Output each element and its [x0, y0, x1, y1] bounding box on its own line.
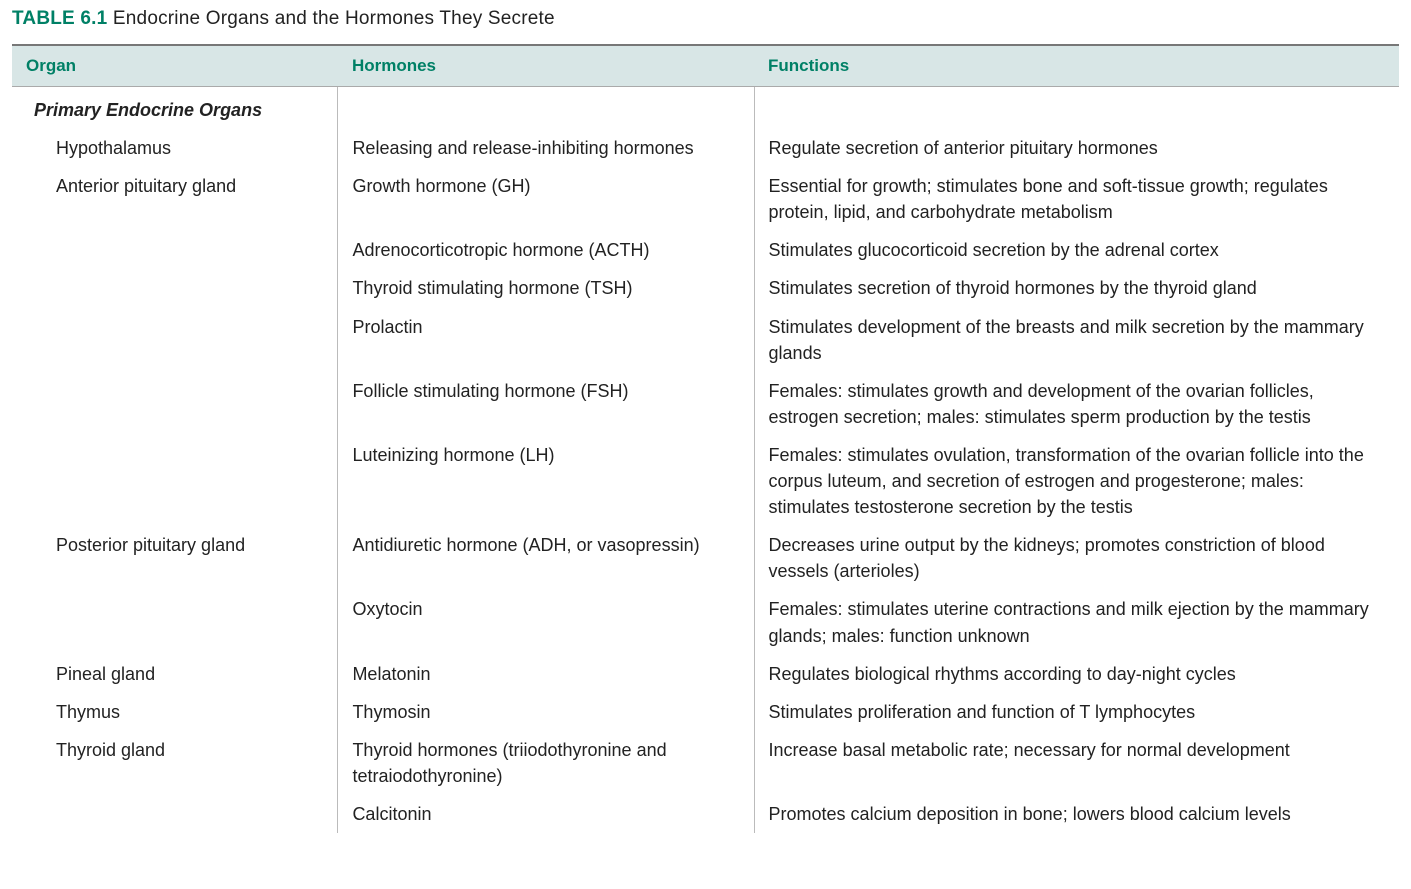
table-row: Thyroid stimulating hormone (TSH) Stimul… — [12, 269, 1399, 307]
organ-cell — [12, 436, 338, 526]
col-header-organ: Organ — [12, 45, 338, 87]
hormone-cell: Prolactin — [338, 308, 754, 372]
hormone-cell: Calcitonin — [338, 795, 754, 833]
function-cell: Regulate secretion of anterior pituitary… — [754, 129, 1399, 167]
col-header-hormones: Hormones — [338, 45, 754, 87]
empty-cell — [754, 87, 1399, 130]
hormone-cell: Releasing and release-inhibiting hormone… — [338, 129, 754, 167]
hormone-cell: Thyroid stimulating hormone (TSH) — [338, 269, 754, 307]
table-row: Adrenocorticotropic hormone (ACTH) Stimu… — [12, 231, 1399, 269]
hormone-cell: Luteinizing hormone (LH) — [338, 436, 754, 526]
section-heading-row: Primary Endocrine Organs — [12, 87, 1399, 130]
organ-cell: Thyroid gland — [12, 731, 338, 795]
organ-cell — [12, 795, 338, 833]
table-row: Prolactin Stimulates development of the … — [12, 308, 1399, 372]
function-cell: Stimulates proliferation and function of… — [754, 693, 1399, 731]
table-row: Thymus Thymosin Stimulates proliferation… — [12, 693, 1399, 731]
table-row: Hypothalamus Releasing and release-inhib… — [12, 129, 1399, 167]
function-cell: Increase basal metabolic rate; necessary… — [754, 731, 1399, 795]
table-row: Luteinizing hormone (LH) Females: stimul… — [12, 436, 1399, 526]
function-cell: Stimulates secretion of thyroid hormones… — [754, 269, 1399, 307]
hormone-cell: Adrenocorticotropic hormone (ACTH) — [338, 231, 754, 269]
table-caption: Endocrine Organs and the Hormones They S… — [113, 8, 555, 29]
organ-cell: Pineal gland — [12, 655, 338, 693]
hormone-cell: Melatonin — [338, 655, 754, 693]
hormone-cell: Antidiuretic hormone (ADH, or vasopressi… — [338, 526, 754, 590]
table-row: Calcitonin Promotes calcium deposition i… — [12, 795, 1399, 833]
col-header-functions: Functions — [754, 45, 1399, 87]
function-cell: Stimulates glucocorticoid secretion by t… — [754, 231, 1399, 269]
table-row: Oxytocin Females: stimulates uterine con… — [12, 590, 1399, 654]
hormone-cell: Oxytocin — [338, 590, 754, 654]
hormone-cell: Growth hormone (GH) — [338, 167, 754, 231]
function-cell: Essential for growth; stimulates bone an… — [754, 167, 1399, 231]
organ-cell — [12, 372, 338, 436]
function-cell: Decreases urine output by the kidneys; p… — [754, 526, 1399, 590]
table-row: Follicle stimulating hormone (FSH) Femal… — [12, 372, 1399, 436]
organ-cell: Thymus — [12, 693, 338, 731]
table-row: Pineal gland Melatonin Regulates biologi… — [12, 655, 1399, 693]
function-cell: Regulates biological rhythms according t… — [754, 655, 1399, 693]
table-header-row: Organ Hormones Functions — [12, 45, 1399, 87]
organ-cell: Hypothalamus — [12, 129, 338, 167]
table-row: Posterior pituitary gland Antidiuretic h… — [12, 526, 1399, 590]
organ-cell — [12, 590, 338, 654]
organ-cell — [12, 308, 338, 372]
function-cell: Females: stimulates growth and developme… — [754, 372, 1399, 436]
organ-cell — [12, 231, 338, 269]
function-cell: Stimulates development of the breasts an… — [754, 308, 1399, 372]
organ-cell — [12, 269, 338, 307]
function-cell: Females: stimulates ovulation, transform… — [754, 436, 1399, 526]
hormone-cell: Follicle stimulating hormone (FSH) — [338, 372, 754, 436]
empty-cell — [338, 87, 754, 130]
organ-cell: Posterior pituitary gland — [12, 526, 338, 590]
endocrine-table: Organ Hormones Functions Primary Endocri… — [12, 44, 1399, 833]
section-heading: Primary Endocrine Organs — [12, 87, 338, 130]
function-cell: Promotes calcium deposition in bone; low… — [754, 795, 1399, 833]
hormone-cell: Thyroid hormones (triiodothyronine and t… — [338, 731, 754, 795]
table-row: Thyroid gland Thyroid hormones (triiodot… — [12, 731, 1399, 795]
hormone-cell: Thymosin — [338, 693, 754, 731]
organ-cell: Anterior pituitary gland — [12, 167, 338, 231]
table-number: TABLE 6.1 — [12, 8, 107, 29]
function-cell: Females: stimulates uterine contractions… — [754, 590, 1399, 654]
table-row: Anterior pituitary gland Growth hormone … — [12, 167, 1399, 231]
table-title: TABLE 6.1 Endocrine Organs and the Hormo… — [12, 8, 1399, 30]
